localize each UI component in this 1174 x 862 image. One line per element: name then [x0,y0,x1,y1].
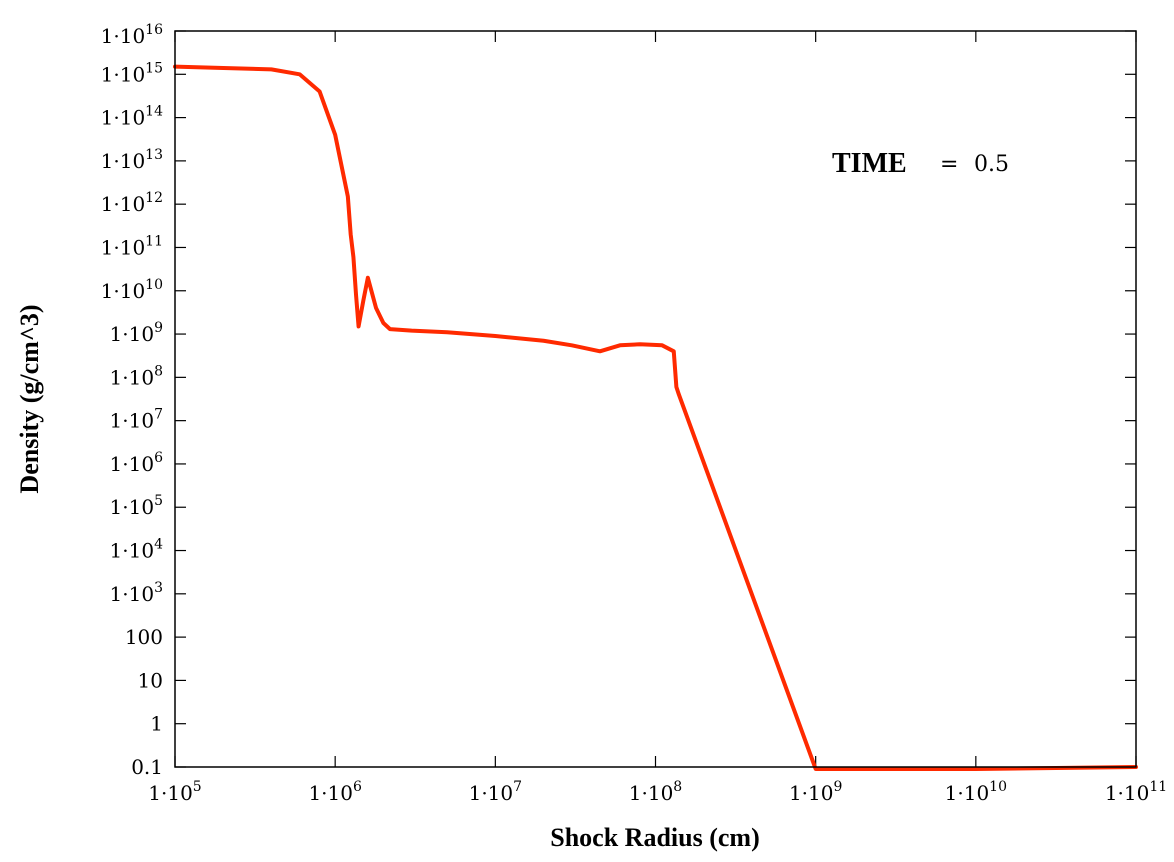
y-axis-title: Density (g/cm^3) [15,304,44,493]
y-tick-label: 1·1011 [101,233,163,259]
y-tick-label: 1·1010 [101,277,163,303]
x-tick-label: 1·106 [308,779,362,805]
y-tick-label: 1·107 [110,407,163,433]
x-tick-label: 1·1010 [945,779,1007,805]
y-tick-label: 1·1015 [101,60,163,86]
y-tick-label: 1·1016 [101,22,163,48]
time-annotation-operator: = [940,152,958,177]
y-tick-label: 1·106 [110,450,164,476]
x-tick-label: 1·1011 [1105,779,1167,805]
y-tick-label: 1·104 [110,537,164,563]
time-annotation-value: 0.5 [974,152,1009,177]
x-tick-label: 1·108 [629,779,682,805]
x-axis-title: Shock Radius (cm) [550,823,759,852]
time-annotation-label: TIME [832,148,907,179]
y-tick-label: 1·1012 [101,190,163,216]
y-tick-label: 10 [138,668,163,692]
plot-frame [174,30,1137,768]
y-tick-label: 1·108 [110,363,163,389]
time-annotation: TIME = 0.5 [832,148,1009,179]
series-group [173,64,1138,771]
y-tick-label: 0.1 [131,755,163,779]
density-series-line [173,64,1138,771]
y-tick-label: 1·1013 [101,147,163,173]
x-tick-label: 1·105 [148,779,201,805]
y-tick-label: 1·105 [110,493,163,519]
y-tick-label: 1·109 [110,320,163,346]
y-tick-label: 1·1014 [101,104,163,130]
y-tick-label: 1·103 [110,580,163,606]
x-tick-label: 1·109 [789,779,842,805]
axis-tick-labels: 1·105 1·106 1·107 1·108 1·109 1·1010 1·1011 0.1… [101,22,1168,805]
y-tick-label: 100 [125,625,163,649]
y-tick-label: 1 [150,712,163,736]
x-tick-label: 1·107 [469,779,522,805]
